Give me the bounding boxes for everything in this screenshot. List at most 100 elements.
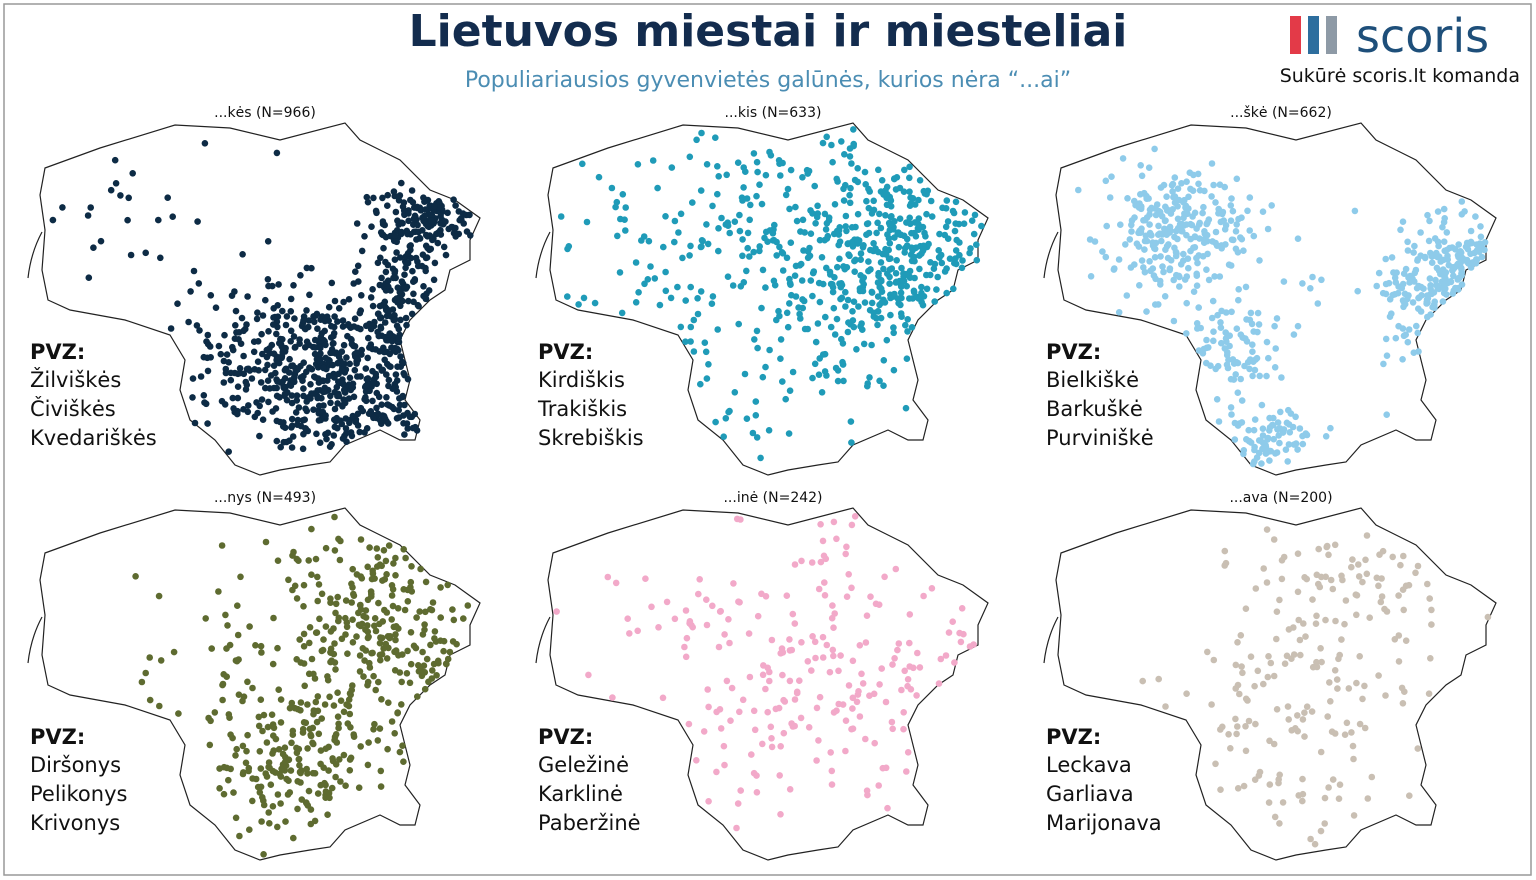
settlement-dot: [112, 180, 120, 187]
settlement-dot: [1275, 776, 1282, 783]
settlement-dot: [866, 188, 873, 195]
settlement-dot: [1327, 698, 1334, 705]
settlement-dot: [809, 633, 816, 640]
settlement-dot: [342, 782, 349, 789]
settlement-dot: [1276, 820, 1283, 827]
settlement-dot: [262, 296, 269, 304]
logo-bar: [1308, 16, 1319, 54]
settlement-dot: [1183, 231, 1190, 239]
settlement-dot: [817, 558, 825, 566]
settlement-dot: [1375, 672, 1382, 679]
settlement-dot: [886, 240, 894, 247]
settlement-dot: [836, 255, 843, 263]
settlement-dot: [850, 298, 858, 306]
settlement-dot: [315, 581, 323, 588]
settlement-dot: [274, 557, 282, 564]
settlement-dot: [246, 826, 253, 833]
settlement-dot: [1309, 273, 1316, 281]
settlement-dot: [277, 379, 285, 386]
settlement-dot: [1254, 328, 1261, 336]
settlement-dot: [264, 238, 272, 245]
settlement-dot: [290, 548, 297, 556]
settlement-dot: [1237, 234, 1244, 241]
settlement-dot: [343, 429, 350, 437]
settlement-dot: [875, 166, 882, 174]
settlement-dot: [1231, 419, 1239, 427]
settlement-dot: [642, 575, 649, 582]
settlement-dot: [1266, 424, 1274, 431]
settlement-dot: [193, 322, 201, 329]
settlement-dot: [225, 448, 232, 456]
settlement-dot: [815, 585, 823, 593]
settlement-dot: [1251, 366, 1259, 374]
settlement-dot: [200, 353, 208, 361]
settlement-dot: [1117, 221, 1124, 228]
settlement-dot: [223, 764, 231, 772]
settlement-dot: [849, 705, 856, 712]
settlement-dot: [1244, 207, 1251, 215]
settlement-dot: [357, 536, 365, 543]
settlement-dot: [273, 149, 281, 157]
settlement-dot: [721, 631, 728, 638]
settlement-dot: [1382, 692, 1389, 699]
settlement-dot: [718, 214, 725, 222]
settlement-dot: [390, 188, 398, 195]
settlement-dot: [400, 359, 407, 367]
settlement-dot: [1389, 291, 1396, 299]
settlement-dot: [393, 238, 401, 246]
settlement-dot: [1294, 727, 1301, 735]
settlement-dot: [157, 254, 164, 262]
settlement-dot: [391, 267, 399, 275]
settlement-dot: [784, 323, 792, 331]
settlement-dot: [236, 365, 244, 372]
logo-bar: [1326, 16, 1337, 54]
settlement-dot: [175, 710, 182, 717]
settlement-dot: [1297, 651, 1304, 659]
settlement-dot: [327, 628, 335, 635]
settlement-dot: [894, 295, 902, 302]
settlement-dot: [1238, 663, 1245, 670]
settlement-dot: [1228, 411, 1235, 418]
settlement-dot: [1414, 329, 1421, 337]
settlement-dot: [1278, 374, 1285, 381]
settlement-dot: [352, 268, 359, 276]
settlement-dot: [791, 561, 799, 568]
settlement-dot: [842, 550, 849, 558]
settlement-dot: [849, 657, 857, 665]
settlement-dot: [297, 272, 304, 279]
settlement-dot: [375, 393, 383, 401]
settlement-dot: [253, 315, 261, 323]
settlement-dot: [785, 430, 793, 437]
settlement-dot: [362, 626, 369, 633]
settlement-dot: [609, 694, 616, 701]
settlement-dot: [301, 682, 309, 690]
settlement-dot: [1273, 449, 1281, 456]
settlement-dot: [227, 731, 234, 738]
settlement-dot: [293, 749, 301, 757]
settlement-dot: [312, 698, 320, 706]
settlement-dot: [364, 761, 372, 769]
settlement-dot: [797, 714, 805, 722]
settlement-dot: [1243, 436, 1250, 443]
settlement-dot: [339, 323, 347, 330]
settlement-dot: [819, 139, 827, 147]
settlement-dot: [1171, 233, 1178, 241]
settlement-dot: [1231, 436, 1239, 443]
settlement-dot: [372, 207, 380, 215]
settlement-dot: [614, 232, 621, 240]
settlement-dot: [731, 389, 739, 396]
settlement-dot: [668, 164, 676, 171]
settlement-dot: [286, 355, 293, 363]
settlement-dot: [338, 635, 346, 643]
settlement-dot: [626, 630, 633, 637]
settlement-dot: [756, 181, 763, 188]
settlement-dot: [201, 399, 208, 406]
settlement-dot: [853, 346, 860, 353]
settlement-dot: [906, 188, 913, 195]
settlement-dot: [419, 227, 426, 234]
settlement-dot: [850, 323, 858, 331]
settlement-dot: [874, 219, 881, 227]
settlement-dot: [398, 701, 405, 708]
settlement-dot: [906, 174, 913, 182]
